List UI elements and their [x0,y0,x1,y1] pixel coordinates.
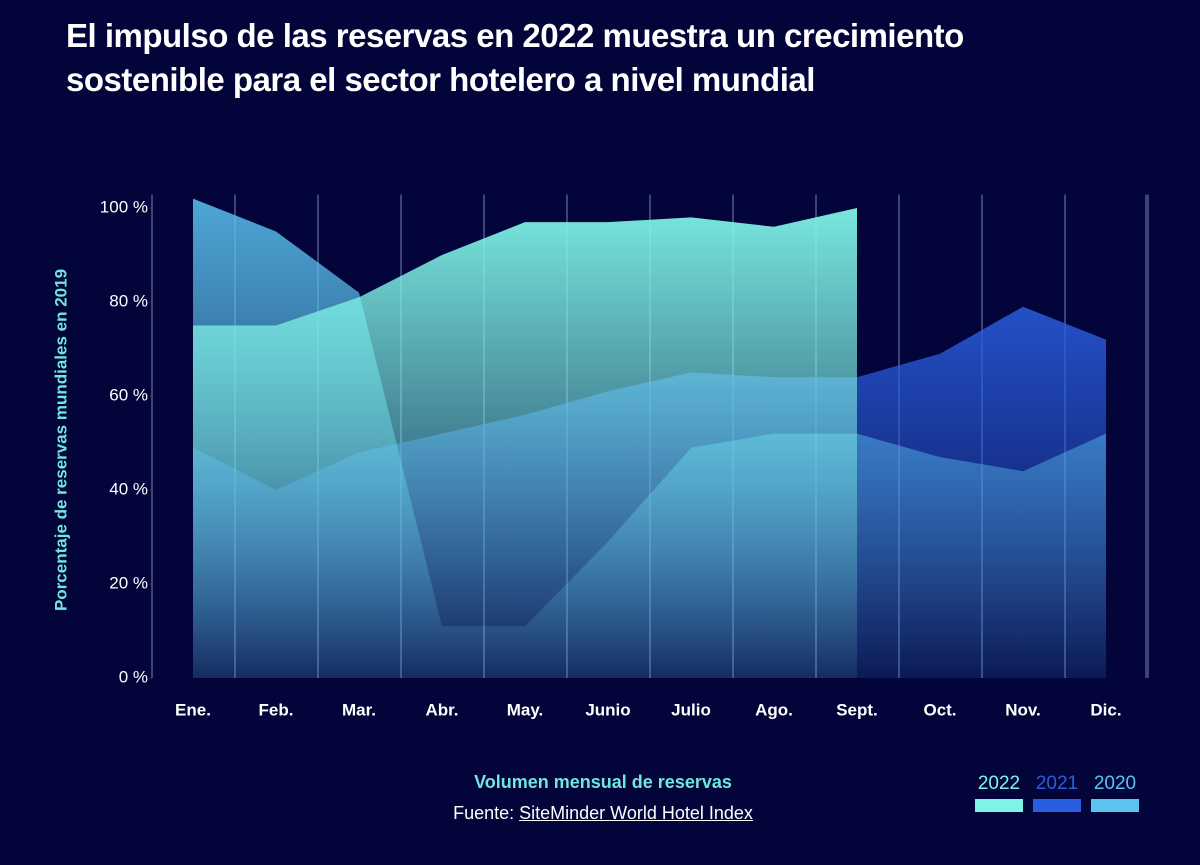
y-tick-label: 20 % [109,573,148,592]
x-tick-label: Feb. [259,700,294,719]
legend-swatch [975,799,1023,812]
x-axis-label: Volumen mensual de reservas [474,772,732,792]
chart-title: El impulso de las reservas en 2022 muest… [66,17,964,98]
x-tick-label: Sept. [836,700,878,719]
y-tick-label: 0 % [119,667,148,686]
legend-swatch [1033,799,1081,812]
y-axis-label: Porcentaje de reservas mundiales en 2019 [51,269,70,611]
x-tick-label: Mar. [342,700,376,719]
legend-item: 2021 [1033,773,1081,812]
legend-item: 2020 [1091,773,1139,812]
y-tick-label: 40 % [109,479,148,498]
source-link[interactable]: SiteMinder World Hotel Index [519,803,753,823]
x-tick-label: May. [507,700,544,719]
x-tick-label: Dic. [1090,700,1121,719]
x-tick-label: Junio [585,700,630,719]
x-tick-label: Nov. [1005,700,1041,719]
legend: 2022 2021 2020 [975,773,1139,812]
x-tick-label: Oct. [923,700,956,719]
y-tick-label: 80 % [109,291,148,310]
legend-swatch [1091,799,1139,812]
source-prefix: Fuente: [453,803,515,823]
y-tick-label: 60 % [109,385,148,404]
x-tick-label: Julio [671,700,711,719]
legend-label: 2020 [1093,773,1137,794]
legend-label: 2022 [977,773,1021,794]
y-tick-label: 100 % [100,197,148,216]
x-tick-label: Abr. [425,700,458,719]
x-tick-label: Ago. [755,700,793,719]
legend-item: 2022 [975,773,1023,812]
x-tick-label: Ene. [175,700,211,719]
legend-label: 2021 [1035,773,1079,794]
area-series [193,208,857,678]
source: Fuente: SiteMinder World Hotel Index [0,803,1200,824]
